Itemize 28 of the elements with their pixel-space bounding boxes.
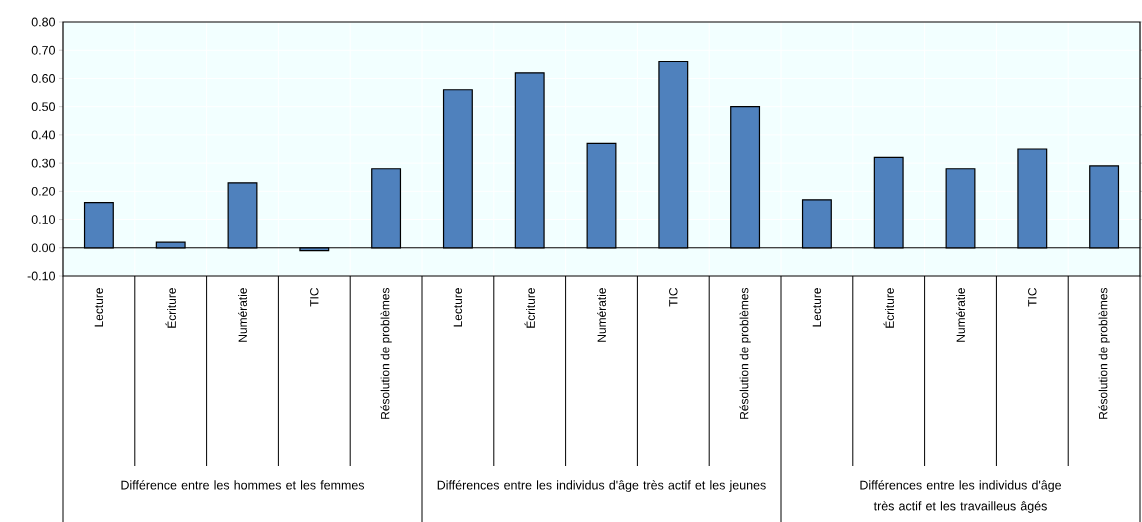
x-tick-label: TIC: [669, 287, 678, 307]
x-tick-label: Résolution de problèmes: [739, 287, 751, 419]
x-tick-label: TIC: [1028, 287, 1037, 307]
y-tick-label: 0.70: [31, 45, 55, 55]
x-tick-label: Écriture: [883, 288, 894, 328]
x-tick-label: Lecture: [812, 288, 822, 327]
y-tick-label: 0.60: [31, 74, 55, 83]
x-tick-label: Numératie: [238, 288, 247, 342]
y-tick-label: -0.10: [27, 271, 55, 281]
y-tick-label: 0.20: [31, 186, 55, 196]
y-tick-label: 0.00: [31, 243, 55, 253]
x-tick-label: Numératie: [956, 288, 965, 342]
x-tick-label: Résolution de problèmes: [1098, 287, 1110, 419]
x-tick-label: TIC: [310, 287, 319, 307]
y-tick-label: 0.80: [31, 17, 55, 27]
text: Différences entre les individus d'âge très actif et les jeunes: [437, 480, 766, 492]
y-tick-label: 0.10: [31, 215, 55, 224]
x-tick-label: Lecture: [94, 288, 104, 327]
x-tick-label: Numératie: [597, 288, 606, 342]
text: Différence entre les hommes et les femmes: [121, 480, 365, 490]
x-tick-label: Résolution de problèmes: [380, 287, 392, 419]
y-tick-label: 0.30: [31, 158, 55, 168]
x-tick-label: Lecture: [453, 288, 463, 327]
x-tick-label: Écriture: [165, 288, 176, 328]
text: Différences entre les individus d'âge très actif et les travailleus âgés: [860, 480, 1062, 513]
y-tick-label: 0.40: [31, 130, 55, 140]
y-tick-label: 0.50: [31, 102, 55, 112]
x-tick-label: Écriture: [524, 288, 535, 328]
